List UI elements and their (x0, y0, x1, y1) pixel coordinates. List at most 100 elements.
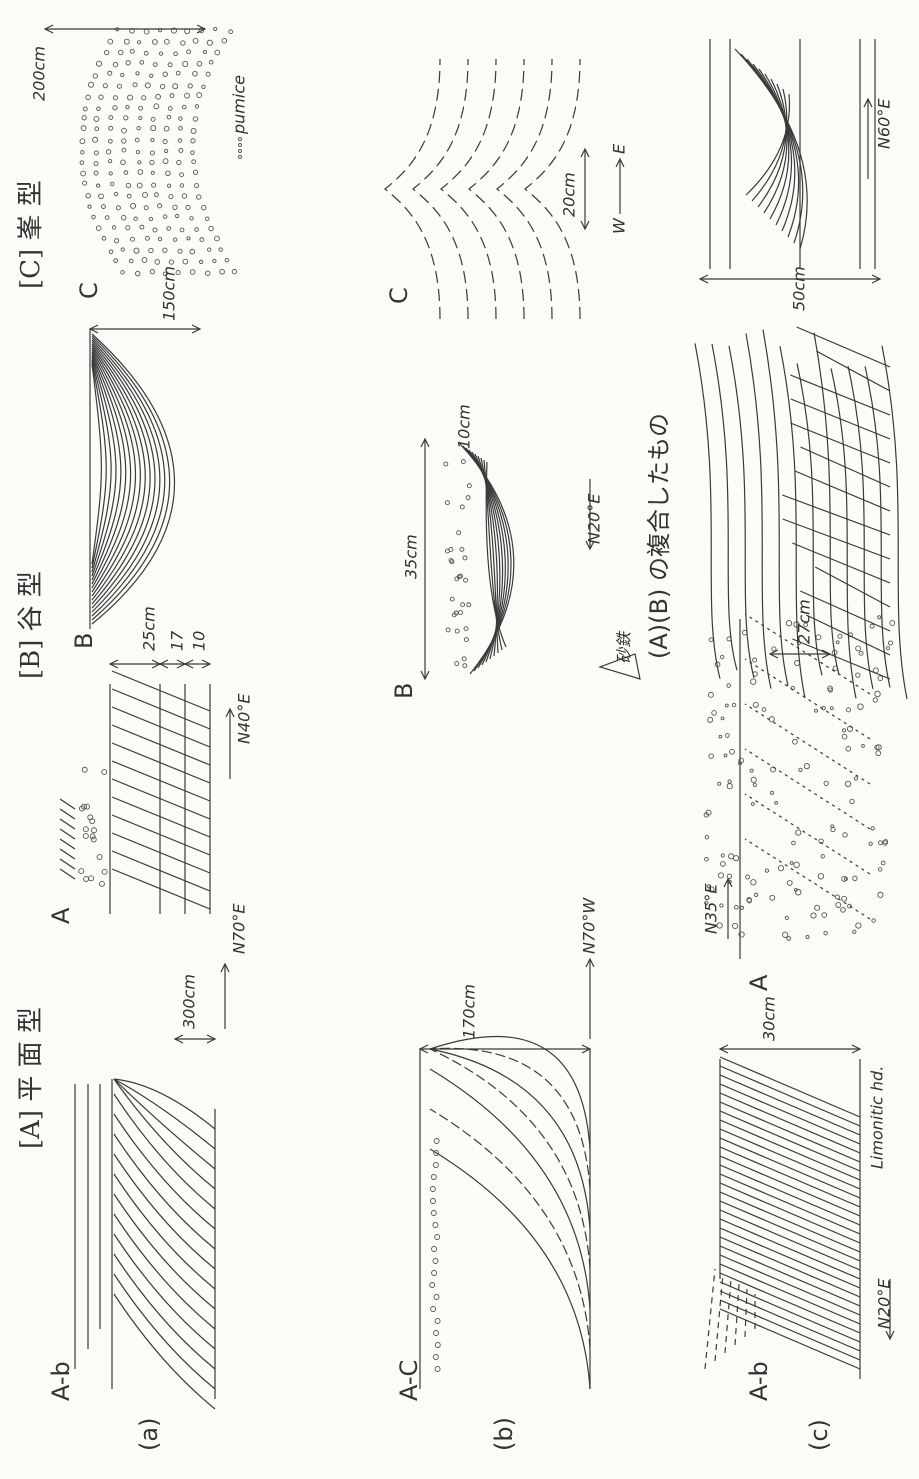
sketch-stroke (787, 937, 791, 941)
sketch-stroke (222, 38, 227, 43)
sketch-stroke (99, 95, 103, 99)
sketch-stroke (732, 703, 735, 706)
row-label: (c) (805, 1419, 833, 1451)
sketch-stroke (430, 1069, 590, 1309)
sketch-stroke (720, 1246, 860, 1306)
sketch-stroke (878, 868, 881, 871)
note: N70°W (580, 897, 599, 954)
sketch-stroke (114, 1214, 215, 1329)
sketch-stroke (824, 931, 828, 935)
note: 30cm (760, 996, 779, 1041)
sketch-stroke (720, 1219, 860, 1279)
sketch-stroke (152, 40, 157, 45)
sketch-stroke (175, 214, 178, 217)
sketch-stroke (160, 84, 164, 88)
sketch-stroke (433, 1223, 438, 1228)
sketch-stroke (168, 107, 172, 111)
sketch-stroke (187, 237, 190, 240)
sketch-stroke (853, 930, 856, 933)
sketch-stroke (467, 484, 471, 488)
sketch-stroke (137, 183, 142, 188)
sketch-stroke (142, 258, 147, 263)
sketch-stroke (219, 248, 222, 251)
sketch-stroke (173, 205, 177, 209)
sketch-stroke (94, 162, 98, 166)
sketch-stroke (163, 248, 167, 252)
sketch-stroke (195, 105, 198, 108)
sketch-stroke (745, 704, 870, 784)
sketch-stroke (112, 725, 210, 765)
sketch-stroke (99, 194, 104, 199)
sketch-stroke (430, 1199, 435, 1204)
sketch-stroke (876, 751, 881, 756)
sketch-stroke (720, 1084, 860, 1144)
sketch-stroke (179, 117, 182, 120)
sketch-stroke (97, 107, 101, 111)
sketch-stroke (831, 827, 835, 831)
sketch-stroke (114, 1134, 215, 1249)
sketch-stroke (430, 1049, 590, 1269)
sketches (45, 25, 907, 1409)
sketch-stroke (92, 215, 96, 219)
sketch-stroke (720, 1291, 860, 1351)
sketch-stroke (753, 702, 758, 707)
sketch-stroke (751, 880, 756, 885)
sketch-stroke (430, 1049, 590, 1229)
sketch-stroke (790, 862, 793, 865)
sketch-label: A (47, 907, 75, 924)
sketch-stroke (751, 803, 754, 806)
sketch-stroke (190, 249, 195, 254)
sketch-stroke (720, 1300, 860, 1360)
note: N70°E (230, 903, 249, 954)
sketch-stroke (754, 893, 757, 896)
sketch-stroke (180, 184, 184, 188)
note: N20°E (875, 1278, 894, 1329)
sketch-stroke (718, 873, 723, 878)
note: 10cm (455, 404, 474, 449)
sketch-stroke (83, 834, 88, 839)
sketch-stroke (124, 116, 128, 120)
sketch-stroke (229, 30, 233, 34)
sketch-stroke (455, 662, 459, 666)
sketch-stroke (83, 107, 87, 111)
sketch-stroke (82, 767, 87, 772)
sketch-stroke (836, 641, 839, 644)
sketch-stroke (103, 84, 107, 88)
sketch-stroke (434, 1139, 439, 1144)
sketch-label: C (385, 287, 413, 304)
sketch-stroke (126, 226, 130, 230)
sketch-stroke (708, 692, 713, 697)
sketch-stroke (792, 639, 890, 679)
sketch-stroke (112, 671, 210, 711)
sketch-stroke (719, 735, 722, 738)
sketch-stroke (131, 237, 135, 241)
sketch-stroke (109, 159, 112, 162)
sketch-stroke (169, 195, 173, 199)
sketch-stroke (467, 603, 471, 607)
sketch-stroke (121, 73, 124, 76)
sketch-stroke (177, 160, 181, 164)
sketch-stroke (232, 269, 237, 274)
sketch-stroke (888, 641, 892, 645)
sketch-stroke (60, 829, 75, 839)
sketch-stroke (464, 578, 468, 582)
sketch-stroke (92, 362, 106, 568)
sketch-stroke (782, 495, 890, 535)
sketch-stroke (127, 194, 131, 198)
note: 砂鉄 (615, 630, 634, 664)
sketch-stroke (745, 749, 870, 829)
sketch-stroke (151, 126, 156, 131)
sketch-stroke (91, 837, 96, 842)
sketch-stroke (192, 160, 196, 164)
heading: [B] 谷 型 (16, 571, 46, 679)
sketch-stroke (842, 729, 845, 732)
sketch-stroke (60, 839, 75, 849)
sketch-stroke (821, 855, 824, 858)
sketch-stroke (720, 1093, 860, 1153)
sketch-stroke (167, 115, 171, 119)
sketch-stroke (93, 137, 98, 142)
sketch-label: (A)(B) の複合したもの (645, 413, 673, 659)
sketch-stroke (154, 193, 158, 197)
sketch-stroke (186, 205, 190, 209)
sketch-stroke (163, 72, 167, 76)
